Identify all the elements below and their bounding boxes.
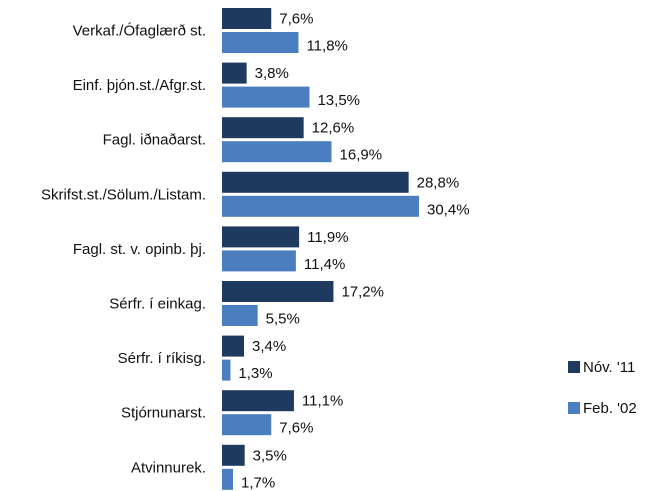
value-label: 13,5%: [317, 92, 360, 109]
bar: [222, 62, 247, 84]
bar: [222, 444, 245, 466]
value-label: 11,1%: [302, 393, 343, 410]
bar: [222, 468, 234, 490]
value-label: 11,8%: [306, 37, 347, 54]
legend-swatch: [568, 361, 580, 373]
category-label: Fagl. iðnaðarst.: [103, 132, 206, 149]
value-label: 16,9%: [340, 147, 383, 164]
legend-swatch: [568, 402, 580, 414]
bar: [222, 390, 294, 412]
legend-label: Nóv. '11: [583, 359, 635, 376]
bar: [222, 8, 272, 29]
value-label: 11,4%: [304, 256, 345, 273]
category-label: Atvinnurek.: [131, 459, 206, 476]
bar: [222, 86, 310, 108]
category-label: Sérfr. í einkag.: [109, 295, 206, 312]
legend-label: Feb. '02: [583, 400, 637, 417]
bar: [222, 414, 272, 436]
value-label: 12,6%: [312, 120, 355, 137]
value-label: 11,9%: [307, 229, 348, 246]
bar: [222, 171, 409, 193]
value-label: 3,8%: [255, 65, 289, 82]
category-label: Stjórnunarst.: [121, 405, 206, 422]
category-label: Verkaf./Ófaglærð st.: [73, 22, 206, 39]
value-label: 3,4%: [252, 338, 286, 355]
category-label: Skrifst.st./Sölum./Listam.: [41, 186, 206, 203]
bar: [222, 305, 258, 326]
category-label: Einf. þjón.st./Afgr.st.: [73, 77, 206, 94]
value-label: 1,3%: [238, 365, 272, 382]
value-label: 30,4%: [427, 201, 470, 218]
bar: [222, 281, 334, 302]
value-label: 7,6%: [279, 420, 313, 437]
bar: [222, 32, 299, 53]
bar: [222, 226, 300, 248]
value-label: 3,5%: [253, 447, 287, 464]
bar: [222, 250, 296, 272]
bar: [222, 195, 419, 217]
value-label: 28,8%: [417, 174, 460, 191]
value-label: 7,6%: [279, 10, 313, 27]
bar: [222, 335, 245, 357]
value-label: 17,2%: [341, 283, 384, 300]
value-label: 5,5%: [266, 310, 300, 327]
category-label: Sérfr. í ríkisg.: [118, 350, 206, 367]
bar: [222, 359, 231, 381]
bar: [222, 141, 332, 163]
category-label: Fagl. st. v. opinb. þj.: [73, 241, 206, 258]
value-label: 1,7%: [241, 474, 275, 491]
bar: [222, 117, 304, 139]
